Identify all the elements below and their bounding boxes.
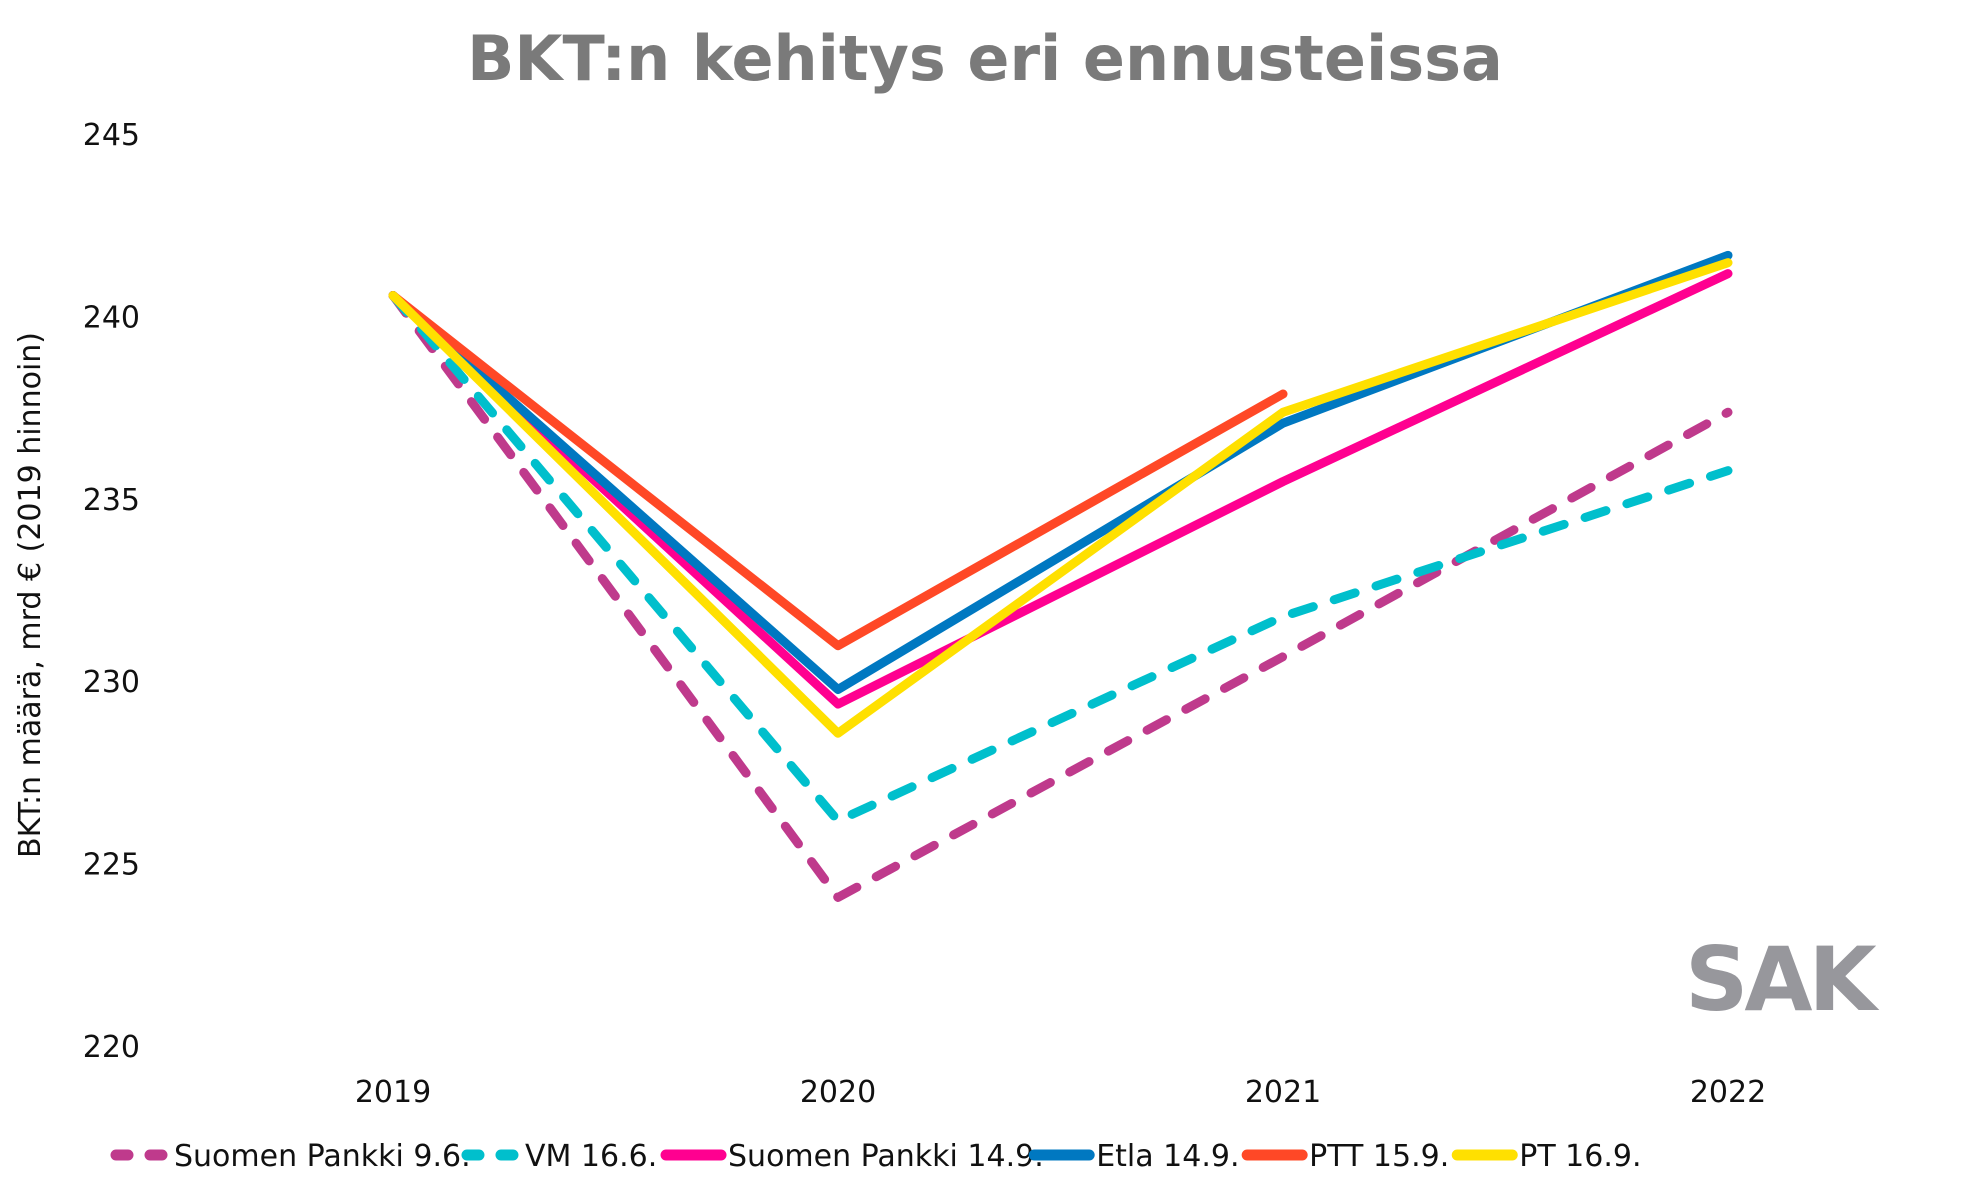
x-tick-label: 2020 bbox=[800, 1075, 876, 1110]
series-line-3 bbox=[388, 250, 1733, 694]
legend-label: PTT 15.9. bbox=[1309, 1139, 1449, 1174]
y-tick-label: 240 bbox=[83, 300, 140, 335]
series-line-4 bbox=[388, 291, 1288, 651]
y-tick-label: 245 bbox=[83, 118, 140, 153]
x-tick-label: 2021 bbox=[1245, 1075, 1321, 1110]
legend-label: Suomen Pankki 14.9. bbox=[728, 1139, 1044, 1174]
series-line-5 bbox=[388, 258, 1733, 738]
y-tick-label: 220 bbox=[83, 1030, 140, 1065]
series-line-0 bbox=[388, 291, 1733, 902]
x-tick-label: 2022 bbox=[1690, 1075, 1766, 1110]
legend-label: Suomen Pankki 9.6. bbox=[174, 1139, 471, 1174]
legend-item: PTT 15.9. bbox=[1241, 1139, 1449, 1174]
legend-item: Etla 14.9. bbox=[1028, 1139, 1240, 1174]
legend-item: Suomen Pankki 9.6. bbox=[110, 1139, 471, 1174]
legend-item: Suomen Pankki 14.9. bbox=[660, 1139, 1044, 1174]
sak-logo: SAK bbox=[1685, 928, 1879, 1031]
legend-label: PT 16.9. bbox=[1519, 1139, 1641, 1174]
chart-title: BKT:n kehitys eri ennusteissa bbox=[467, 22, 1503, 95]
legend-item: VM 16.6. bbox=[461, 1139, 657, 1174]
legend-label: Etla 14.9. bbox=[1096, 1139, 1239, 1174]
series-line-2 bbox=[388, 269, 1733, 709]
legend-label: VM 16.6. bbox=[525, 1139, 657, 1174]
y-tick-label: 225 bbox=[83, 848, 140, 883]
x-tick-label: 2019 bbox=[355, 1075, 431, 1110]
series-line-1 bbox=[388, 291, 1733, 826]
y-tick-label: 230 bbox=[83, 665, 140, 700]
y-axis-label: BKT:n määrä, mrd € (2019 hinnoin) bbox=[13, 332, 48, 858]
legend-item: PT 16.9. bbox=[1451, 1139, 1642, 1174]
y-tick-label: 235 bbox=[83, 483, 140, 518]
